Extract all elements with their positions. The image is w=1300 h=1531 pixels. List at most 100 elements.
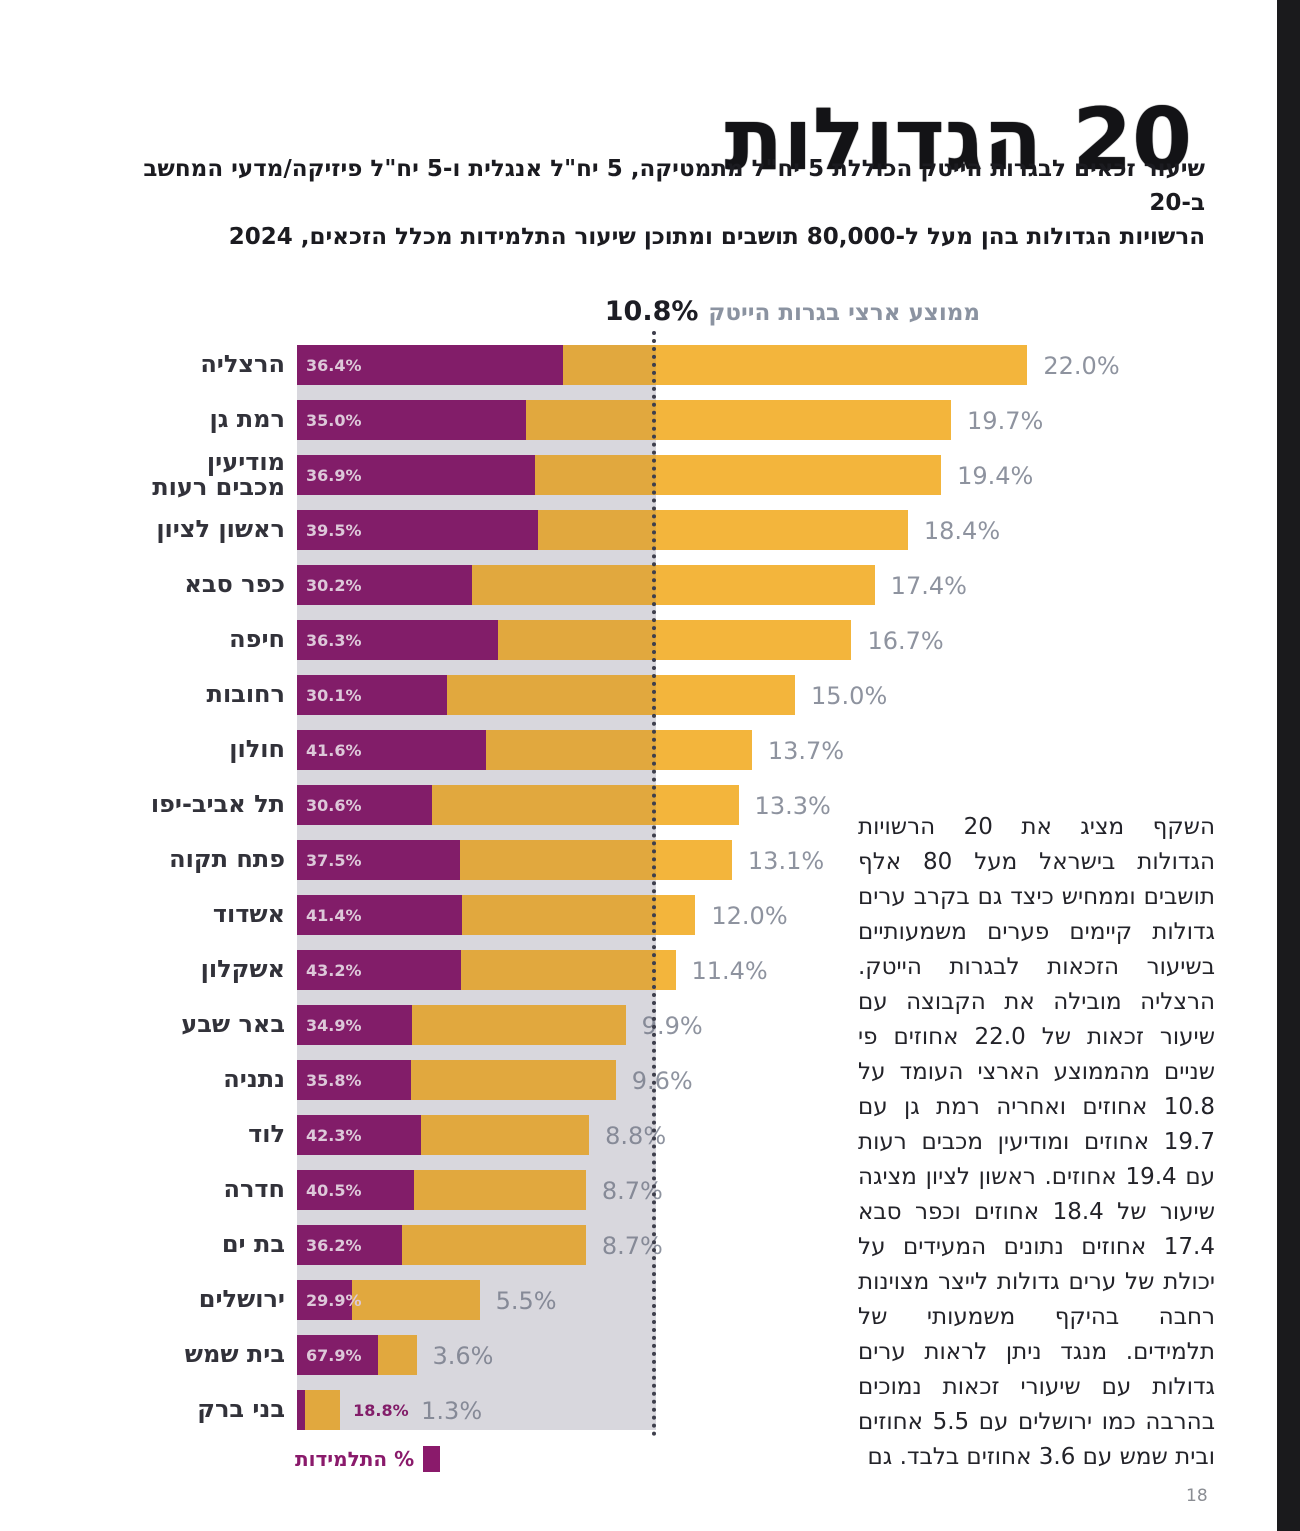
students-share-label: 35.0% [306,411,362,430]
chart-row: באר שבע 34.9% 9.9% [0,1005,1300,1045]
students-share-label: 30.6% [306,796,362,815]
students-share-segment [297,1005,412,1045]
eligible-rate-label: 22.0% [1043,352,1120,380]
eligible-rate-bar: 39.5% [297,510,908,550]
city-label: בית שמש [184,1340,285,1369]
chart-row: בת ים 36.2% 8.7% [0,1225,1300,1265]
eligible-rate-label: 1.3% [421,1397,483,1425]
chart-row: כפר סבא 30.2% 17.4% [0,565,1300,605]
national-average-label: ממוצע ארצי בגרות הייטק 10.8% [560,296,980,327]
eligible-rate-label: 13.7% [767,737,845,765]
students-share-label: 30.1% [306,686,362,705]
students-share-segment [297,895,462,935]
city-label: רמת גן [209,405,285,434]
eligible-rate-label: 15.0% [811,682,888,710]
students-share-label: 35.8% [306,1071,362,1090]
average-label-text: ממוצע ארצי בגרות הייטק [708,300,980,326]
chart-row: ירושלים 29.9% 5.5% [0,1280,1300,1320]
chart-row: נתניה 35.8% 9.6% [0,1060,1300,1100]
eligible-rate-label: 3.6% [432,1342,494,1370]
students-share-segment [297,1060,412,1100]
students-share-label: 30.2% [306,576,362,595]
chart-row: רחובות 30.1% 15.0% [0,675,1300,715]
eligible-rate-bar: 30.6% [297,785,739,825]
chart-row: מודיעין מכבים רעות 36.9% 19.4% [0,447,1300,501]
students-share-label: 41.4% [306,906,362,925]
eligible-rate-bar: 36.3% [297,620,852,660]
city-label: חולון [229,735,285,764]
students-share-segment [297,455,535,495]
eligible-rate-bar: 36.2% [297,1225,586,1265]
city-label: באר שבע [181,1010,285,1039]
students-share-label: 18.8% [353,1401,409,1420]
eligible-rate-bar: 40.5% [297,1170,586,1210]
chart-row: אשדוד 41.4% 12.0% [0,895,1300,935]
city-label: ראשון לציון [156,515,285,544]
eligible-rate-bar: 67.9% [297,1335,417,1375]
eligible-rate-label: 19.7% [967,407,1044,435]
students-share-segment [297,840,461,880]
students-share-label: 36.2% [306,1236,362,1255]
eligible-rate-label: 9.6% [631,1067,693,1095]
eligible-rate-label: 19.4% [957,462,1034,490]
page-title: 20 הגדולות [724,89,1192,190]
city-label: כפר סבא [184,570,285,599]
students-share-label: 34.9% [306,1016,362,1035]
eligible-rate-label: 16.7% [867,627,944,655]
students-share-segment [297,400,526,440]
city-label: מודיעין מכבים רעות [152,447,285,501]
students-share-segment [297,620,499,660]
city-label: בני ברק [197,1395,285,1424]
chart-row: רמת גן 35.0% 19.7% [0,400,1300,440]
eligible-rate-bar: 35.8% [297,1060,616,1100]
chart-row: בני ברק 18.8% 1.3% [0,1390,1300,1430]
students-share-label: 36.3% [306,631,362,650]
page-edge-strip [1277,0,1300,1531]
students-share-label: 42.3% [306,1126,362,1145]
eligible-rate-bar: 30.1% [297,675,795,715]
chart-row: הרצליה 36.4% 22.0% [0,345,1300,385]
city-label: חיפה [229,625,285,654]
chart-row: תל אביב-יפו 30.6% 13.3% [0,785,1300,825]
eligible-rate-bar: 36.4% [297,345,1028,385]
students-share-label: 37.5% [306,851,362,870]
eligible-rate-bar: 30.2% [297,565,875,605]
students-share-segment [297,1280,352,1320]
city-label: אשדוד [212,900,285,929]
students-share-segment [297,1225,402,1265]
eligible-rate-bar [297,1390,341,1430]
national-average-line [652,331,656,1437]
chart-row: בית שמש 67.9% 3.6% [0,1335,1300,1375]
eligible-rate-label: 5.5% [495,1287,557,1315]
city-label: פתח תקוה [169,845,285,874]
city-label: חדרה [223,1175,285,1204]
eligible-rate-label: 13.3% [754,792,831,820]
students-series-swatch [423,1446,440,1472]
students-share-label: 36.4% [306,356,362,375]
students-share-label: 67.9% [306,1346,362,1365]
students-share-label: 36.9% [306,466,362,485]
page-number: 18 [1186,1486,1208,1506]
city-label: אשקלון [200,955,285,984]
eligible-rate-label: 17.4% [890,572,967,600]
students-share-segment [297,675,447,715]
students-share-segment [297,1170,414,1210]
eligible-rate-bar: 42.3% [297,1115,590,1155]
city-label: נתניה [223,1065,285,1094]
chart-row: חיפה 36.3% 16.7% [0,620,1300,660]
eligible-rate-label: 12.0% [711,902,788,930]
students-share-segment [297,345,563,385]
chart-legend: % התלמידות [295,1444,440,1474]
chart-row: חדרה 40.5% 8.7% [0,1170,1300,1210]
eligible-rate-label: 8.8% [605,1122,667,1150]
eligible-rate-label: 11.4% [691,957,768,985]
city-label: לוד [248,1120,285,1149]
students-series-label: % התלמידות [295,1447,415,1471]
students-share-segment [297,565,472,605]
chart-row: פתח תקוה 37.5% 13.1% [0,840,1300,880]
chart-row: ראשון לציון 39.5% 18.4% [0,510,1300,550]
eligible-rate-bar: 37.5% [297,840,732,880]
city-label: תל אביב-יפו [150,790,285,819]
students-share-segment [297,1115,421,1155]
